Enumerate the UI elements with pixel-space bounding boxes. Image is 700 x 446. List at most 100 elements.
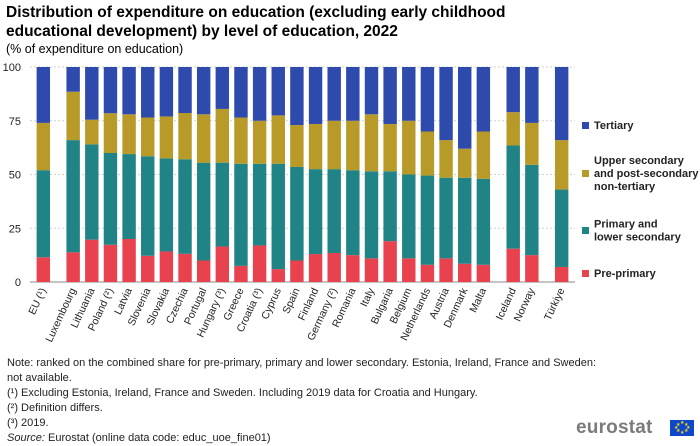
bar-segment-tertiary [196,67,211,115]
bar-segment-upper-secondary-and-post-secondary-non-tertiary [308,123,323,170]
bar-segment-primary-and-lower-secondary [271,163,285,270]
bar-segment-tertiary [383,67,397,124]
bar-segment-tertiary [215,67,230,109]
bar-segment-tertiary [66,67,80,92]
bar-segment-upper-secondary-and-post-secondary-non-tertiary [554,140,569,190]
source-label: Source: [7,432,45,444]
bar-segment-primary-and-lower-secondary [554,189,569,267]
bar-segment-pre-primary [476,264,491,282]
legend-label: Primary and lower secondary [594,219,682,244]
bar-segment-pre-primary [103,244,118,282]
bar-segment-primary-and-lower-secondary [439,177,453,259]
bar-segment-pre-primary [36,257,51,282]
x-tick-label: EU (¹) [26,286,49,316]
bar-segment-primary-and-lower-secondary [252,163,267,246]
bar-segment-upper-secondary-and-post-secondary-non-tertiary [66,91,80,141]
y-tick-label: 25 [9,223,21,235]
bar-segment-upper-secondary-and-post-secondary-non-tertiary [234,117,248,164]
bar-segment-tertiary [439,67,453,141]
bar-segment-primary-and-lower-secondary [234,163,248,266]
bar-segment-upper-secondary-and-post-secondary-non-tertiary [458,148,472,178]
bar-segment-upper-secondary-and-post-secondary-non-tertiary [364,114,379,172]
bar-segment-upper-secondary-and-post-secondary-non-tertiary [327,120,341,170]
chart-notes: Note: ranked on the combined share for p… [7,356,607,446]
footnote-3: (³) 2019. [7,417,49,429]
bar-segment-pre-primary [122,239,136,282]
bar-segment-pre-primary [271,269,285,282]
bar-segment-tertiary [346,67,360,121]
bar-segment-upper-secondary-and-post-secondary-non-tertiary [525,122,539,165]
bar-segment-pre-primary [402,258,416,282]
bar-segment-pre-primary [506,248,520,282]
source-line: Source: Eurostat (online data code: educ… [7,431,607,446]
bar-segment-pre-primary [383,241,397,282]
eu-flag-icon: ★ ★ ★ ★ ★ ★ ★ ★ [670,420,694,436]
bar-segment-pre-primary [141,255,155,282]
bar-segment-pre-primary [364,258,379,282]
bar-segment-primary-and-lower-secondary [36,170,51,258]
bar-segment-upper-secondary-and-post-secondary-non-tertiary [252,120,267,164]
bar-segment-tertiary [458,67,472,149]
x-tick-label: Italy [358,286,377,309]
bar-segment-pre-primary [327,252,341,282]
bar-segment-upper-secondary-and-post-secondary-non-tertiary [402,120,416,175]
bar-segment-tertiary [554,67,569,141]
legend-swatch [582,170,589,177]
bar-segment-upper-secondary-and-post-secondary-non-tertiary [346,120,360,171]
bar-segment-pre-primary [554,266,569,282]
bar-segment-tertiary [252,67,267,121]
y-tick-label: 0 [15,277,21,289]
eurostat-logo: eurostat ★ ★ ★ ★ ★ ★ ★ ★ [576,417,694,439]
bar-segment-tertiary [476,67,491,132]
bar-segment-pre-primary [420,264,435,282]
bar-segment-pre-primary [85,239,99,282]
x-tick-label: Malta [467,286,489,314]
x-tick-label: Türkiye [542,286,567,322]
bar-segment-primary-and-lower-secondary [506,145,520,249]
bar-segment-primary-and-lower-secondary [122,154,136,239]
y-tick-label: 100 [3,62,21,74]
bar-segment-primary-and-lower-secondary [383,171,397,242]
bar-segment-primary-and-lower-secondary [103,153,118,245]
legend-swatch [582,122,589,129]
bar-segment-pre-primary [308,254,323,282]
footnote-1: (¹) Excluding Estonia, Ireland, France a… [7,387,478,399]
bar-segment-upper-secondary-and-post-secondary-non-tertiary [383,123,397,172]
bar-segment-tertiary [402,67,416,121]
footnote-2: (²) Definition differs. [7,402,103,414]
bar-segment-tertiary [141,67,155,118]
bar-segment-primary-and-lower-secondary [141,156,155,256]
bar-segment-primary-and-lower-secondary [420,175,435,265]
bar-segment-primary-and-lower-secondary [290,166,304,261]
bar-segment-primary-and-lower-secondary [159,158,174,252]
bar-segment-pre-primary [439,258,453,282]
bar-segment-pre-primary [346,255,360,283]
y-tick-label: 50 [9,170,21,182]
chart-subtitle: (% of expenditure on education) [6,42,184,56]
bar-segment-tertiary [364,67,379,115]
bar-segment-upper-secondary-and-post-secondary-non-tertiary [506,112,520,146]
bar-segment-tertiary [308,67,323,124]
bar-segment-upper-secondary-and-post-secondary-non-tertiary [290,125,304,167]
source-text: Eurostat (online data code: educ_uoe_fin… [47,432,271,444]
bar-segment-primary-and-lower-secondary [196,162,211,261]
bar-segment-primary-and-lower-secondary [308,169,323,255]
y-tick-label: 75 [9,116,21,128]
bar-segment-primary-and-lower-secondary [458,177,472,264]
bar-segment-primary-and-lower-secondary [402,174,416,259]
bar-segment-upper-secondary-and-post-secondary-non-tertiary [85,119,99,145]
bar-segment-primary-and-lower-secondary [364,171,379,259]
note-text: Note: ranked on the combined share for p… [7,357,596,384]
bar-segment-tertiary [234,67,248,118]
bar-segment-pre-primary [66,252,80,282]
bar-segment-pre-primary [290,260,304,282]
bar-segment-tertiary [159,67,174,117]
bar-segment-tertiary [327,67,341,121]
bar-segment-tertiary [36,67,51,123]
chart-title: Distribution of expenditure on education… [6,4,506,40]
bar-segment-primary-and-lower-secondary [525,164,539,256]
bar-segment-primary-and-lower-secondary [215,162,230,247]
bar-segment-primary-and-lower-secondary [178,159,192,254]
logo-text: eurostat [576,417,653,438]
